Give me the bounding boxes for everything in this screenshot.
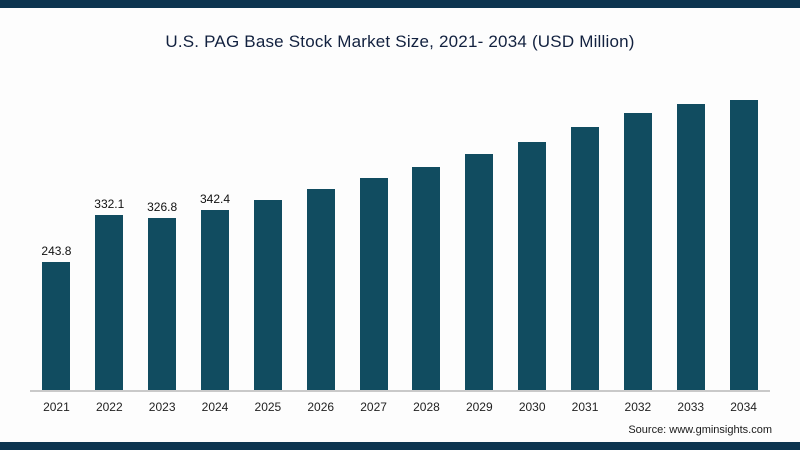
x-tick-label: 2029	[465, 400, 493, 414]
bar-column	[347, 174, 400, 390]
x-tick-label: 2033	[677, 400, 705, 414]
bar-column	[559, 123, 612, 390]
bar-2031	[571, 127, 600, 390]
bar-value-label: 326.8	[147, 200, 178, 214]
bar-column	[294, 185, 347, 390]
chart-title: U.S. PAG Base Stock Market Size, 2021- 2…	[165, 32, 635, 51]
bar-2032	[623, 113, 652, 390]
bottom-border	[0, 442, 800, 450]
bar-value-label: 243.8	[41, 244, 72, 258]
x-tick-label: 2025	[254, 400, 282, 414]
x-tick-label: 2024	[201, 400, 229, 414]
x-tick-label: 2026	[307, 400, 335, 414]
bar-column	[453, 150, 506, 390]
bar-column	[400, 163, 453, 390]
top-border	[0, 0, 800, 8]
bar-column	[506, 138, 559, 390]
bar-2025	[253, 200, 282, 390]
bar-2034	[729, 100, 758, 390]
source-text: Source: www.gminsights.com	[628, 424, 772, 436]
bar-value-label: 342.4	[199, 192, 231, 206]
x-tick-label: 2021	[43, 400, 70, 414]
x-tick-label: 2023	[148, 400, 176, 414]
bar-2026	[306, 189, 335, 390]
bar-2027	[359, 178, 388, 390]
bar-column: 342.4	[189, 192, 242, 390]
bar-2021	[42, 262, 71, 390]
x-axis-labels: 2021 2022 2023 2024 2025 2026 2027 2028 2029 2030…	[30, 392, 770, 414]
bar-2028	[412, 167, 441, 390]
bar-column	[241, 196, 294, 390]
bar-column	[664, 100, 717, 390]
bars-container: 243.8 332.1 326.8 342.4	[30, 85, 770, 392]
bar-2023	[148, 218, 177, 390]
x-tick-label: 2022	[95, 400, 123, 414]
plot-area: 243.8 332.1 326.8 342.4 2021 2022 2023 2024 202…	[30, 85, 770, 414]
bar-2029	[465, 154, 494, 390]
bar-2024	[201, 210, 229, 390]
bar-column	[611, 109, 664, 390]
x-tick-label: 2027	[360, 400, 387, 414]
bar-column: 243.8	[30, 244, 83, 390]
bar-value-label: 332.1	[94, 197, 125, 211]
x-tick-label: 2031	[571, 400, 599, 414]
bar-2022	[95, 215, 124, 390]
bar-column: 332.1	[83, 197, 136, 390]
bar-2033	[676, 104, 705, 390]
bar-2030	[518, 142, 547, 390]
bar-column	[717, 96, 770, 390]
x-tick-label: 2030	[518, 400, 546, 414]
x-tick-label: 2034	[730, 400, 757, 414]
bar-column: 326.8	[136, 200, 189, 390]
x-tick-label: 2032	[624, 400, 652, 414]
x-tick-label: 2028	[413, 400, 440, 414]
